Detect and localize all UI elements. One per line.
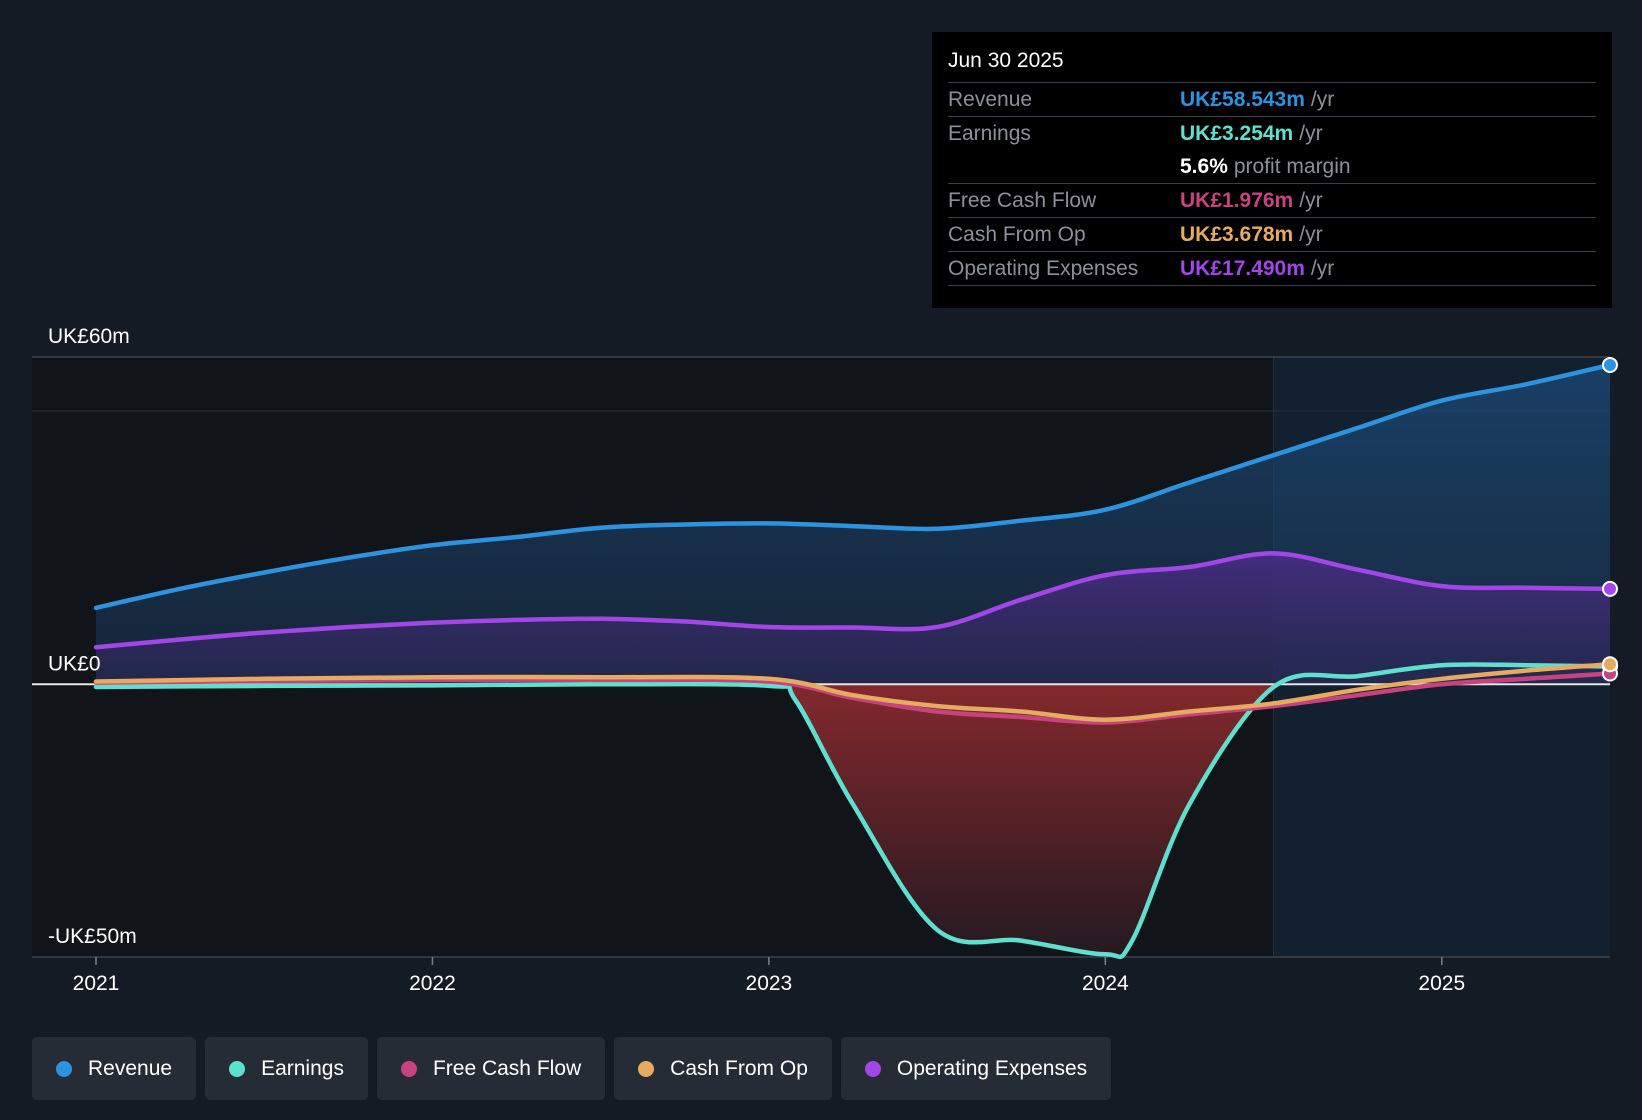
operating-expenses-line: [93, 551, 1613, 650]
tooltip-date: Jun 30 2025: [948, 49, 1064, 72]
operating-expenses-end-dot: [1602, 580, 1618, 597]
tooltip-unit: profit margin: [1233, 154, 1351, 178]
tooltip-unit: /yr: [1299, 222, 1323, 246]
tooltip-row-revenue: Revenue UK£58.543m /yr: [948, 82, 1596, 116]
tooltip-label: Earnings: [948, 121, 1031, 145]
tooltip-label: Free Cash Flow: [948, 188, 1097, 212]
x-tick-label: 2021: [73, 972, 120, 995]
x-tick-label: 2023: [746, 972, 793, 995]
tooltip-unit: /yr: [1310, 87, 1335, 111]
x-tick-label: 2022: [409, 972, 456, 995]
area-fills: [96, 364, 1610, 957]
tooltip-row-profit-margin: 5.6% profit margin: [948, 150, 1596, 183]
legend-item-operating-expenses[interactable]: Operating Expenses: [840, 1037, 1112, 1100]
revenue-end-dot: [1602, 356, 1618, 373]
tooltip-unit: /yr: [1299, 121, 1323, 145]
tooltip-row-earnings: Earnings UK£3.254m /yr: [948, 116, 1596, 150]
earnings-line: [93, 662, 1613, 960]
tooltip-value: UK£3.678m: [1180, 222, 1294, 246]
series-end-dots: [1602, 356, 1618, 682]
legend-label: Earnings: [261, 1056, 344, 1080]
grid-lines: [32, 356, 1610, 958]
operating-expenses-area: [96, 553, 1610, 685]
legend-item-free-cash-flow[interactable]: Free Cash Flow: [376, 1037, 606, 1100]
tooltip-label: Cash From Op: [948, 222, 1086, 246]
y-axis-labels: UK£60m UK£0 -UK£50m: [48, 325, 137, 948]
dot-icon: [229, 1060, 246, 1077]
tooltip-value: UK£17.490m: [1180, 256, 1305, 280]
tooltip: Jun 30 2025 Revenue UK£58.543m /yr Earni…: [932, 32, 1612, 308]
tooltip-value: UK£1.976m: [1180, 188, 1294, 212]
legend-item-earnings[interactable]: Earnings: [205, 1037, 368, 1100]
legend-label: Revenue: [88, 1056, 173, 1080]
cash-from-op-line: [93, 661, 1613, 722]
cash-from-op-end-dot: [1602, 656, 1618, 673]
tooltip-value: UK£3.254m: [1180, 121, 1294, 145]
legend-item-revenue[interactable]: Revenue: [32, 1037, 197, 1100]
y-tick-label: UK£60m: [48, 325, 130, 348]
x-tick-label: 2025: [1418, 972, 1465, 995]
dot-icon: [864, 1060, 881, 1077]
tooltip-label: Operating Expenses: [948, 256, 1139, 280]
legend-label: Free Cash Flow: [432, 1056, 582, 1080]
revenue-line: [93, 362, 1613, 611]
legend-label: Cash From Op: [670, 1056, 808, 1080]
x-axis: 2021 2022 2023 2024 2025: [73, 957, 1465, 995]
tooltip-unit: /yr: [1299, 188, 1323, 212]
tooltip-value: UK£58.543m: [1180, 87, 1305, 111]
tooltip-unit: /yr: [1310, 256, 1335, 280]
dot-icon: [56, 1060, 72, 1077]
tooltip-row-operating-expenses: Operating Expenses UK£17.490m /yr: [948, 251, 1596, 286]
tooltip-label: Revenue: [948, 87, 1033, 111]
tooltip-value: 5.6%: [1180, 154, 1228, 178]
tooltip-row-free-cash-flow: Free Cash Flow UK£1.976m /yr: [948, 183, 1596, 217]
free-cash-flow-line: [93, 671, 1613, 725]
dot-icon: [638, 1060, 655, 1077]
x-tick-label: 2024: [1082, 972, 1129, 995]
tooltip-row-cash-from-op: Cash From Op UK£3.678m /yr: [948, 217, 1596, 251]
y-tick-label: UK£0: [48, 652, 101, 675]
legend: Revenue Earnings Free Cash Flow Cash Fro…: [32, 1037, 1112, 1100]
series-lines: [93, 362, 1613, 960]
legend-label: Operating Expenses: [896, 1056, 1088, 1080]
legend-item-cash-from-op[interactable]: Cash From Op: [614, 1037, 832, 1100]
y-tick-label: -UK£50m: [48, 925, 137, 948]
earnings-negative-area: [96, 684, 1610, 957]
dot-icon: [400, 1060, 417, 1077]
